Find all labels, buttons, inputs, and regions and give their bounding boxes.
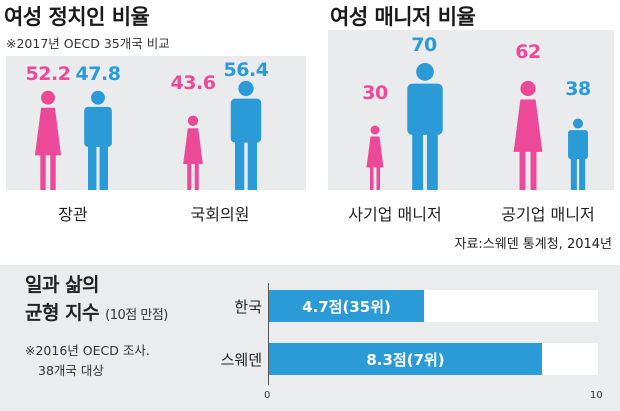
bar-data-label-1: 8.3점(7위) xyxy=(366,351,445,369)
bottom-subtitle: (10점 만점) xyxy=(105,308,168,323)
figure-female-공기업 xyxy=(513,80,543,190)
value-female-장관: 52.2 xyxy=(26,63,71,85)
source-text: 자료:스웨덴 통계청, 2014년 xyxy=(454,237,612,252)
bar-value-1 xyxy=(269,343,542,375)
bottom-note-line1: ※2016년 OECD 조사. xyxy=(25,343,150,358)
bar-axis-line xyxy=(268,283,269,385)
figure-female-장관 xyxy=(34,90,62,190)
left-chart-note: ※2017년 OECD 35개국 비교 xyxy=(6,36,170,51)
figure-male-국회의원 xyxy=(230,80,262,190)
value-male-사기업: 70 xyxy=(411,34,437,56)
bar-data-label-0: 4.7점(35위) xyxy=(302,298,391,316)
figure-male-공기업 xyxy=(568,118,588,190)
bar-category-label-0: 한국 xyxy=(234,298,262,316)
right-chart-title: 여성 매니저 비율 xyxy=(330,5,476,29)
bar-category-label-1: 스웨덴 xyxy=(220,351,262,369)
value-female-국회의원: 43.6 xyxy=(171,72,216,94)
figure-female-국회의원 xyxy=(183,115,203,190)
bottom-title-line2-wrap: 균형 지수 (10점 만점) xyxy=(25,299,168,330)
bottom-panel xyxy=(0,265,620,411)
category-label-장관: 장관 xyxy=(58,205,88,224)
value-male-국회의원: 56.4 xyxy=(224,59,269,81)
figure-female-사기업 xyxy=(366,125,384,190)
x-tick-10: 10 xyxy=(590,390,603,401)
category-label-국회의원: 국회의원 xyxy=(190,205,250,224)
x-tick-0: 0 xyxy=(264,390,271,401)
bottom-note-line2: 38개국 대상 xyxy=(38,363,104,378)
value-female-사기업: 30 xyxy=(362,82,388,104)
bottom-title-line1: 일과 삶의 xyxy=(25,274,100,296)
category-label-사기업: 사기업 매니저 xyxy=(348,205,442,224)
value-female-공기업: 62 xyxy=(515,41,540,63)
figure-chart-svg: 52.2 47.8 43.6 56.4 30 70 62 38 xyxy=(26,34,591,190)
category-label-공기업: 공기업 매니저 xyxy=(501,205,595,224)
left-chart-title: 여성 정치인 비율 xyxy=(4,5,150,29)
bar-value-0 xyxy=(269,290,424,322)
figure-male-사기업 xyxy=(407,62,443,190)
value-male-공기업: 38 xyxy=(565,78,591,100)
value-male-장관: 47.8 xyxy=(76,63,121,85)
figure-male-장관 xyxy=(84,90,112,190)
bottom-title-line2: 균형 지수 xyxy=(25,302,100,324)
